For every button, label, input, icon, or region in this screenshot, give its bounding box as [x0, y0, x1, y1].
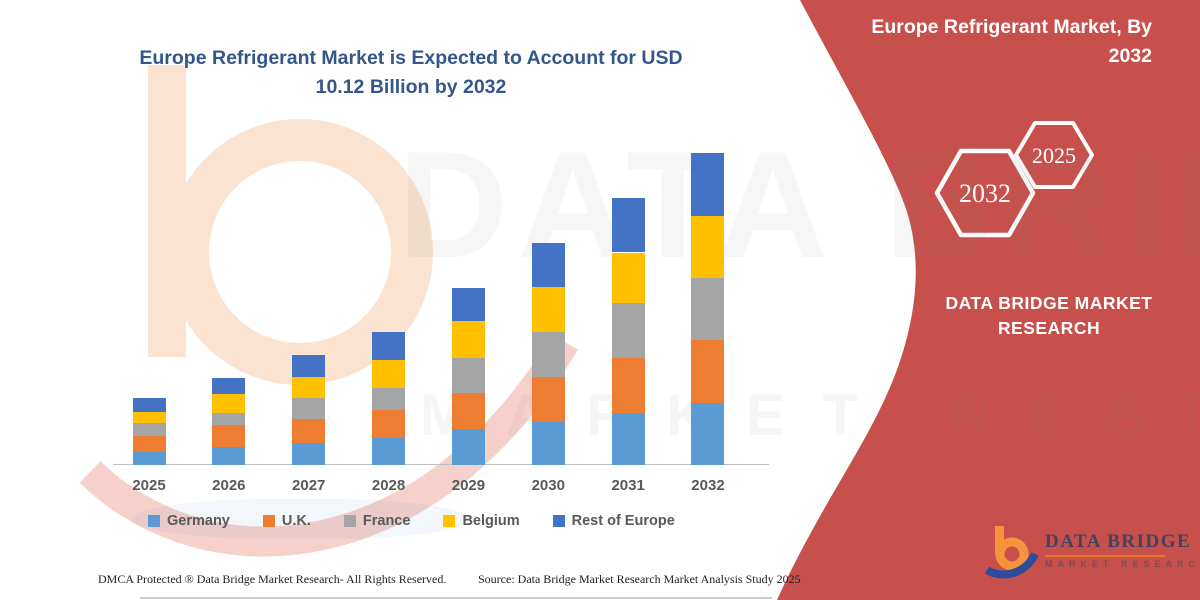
x-axis-label-2031: 2031: [611, 477, 645, 494]
bar-segment-rest-of-europe-2027: [292, 355, 326, 377]
bar-segment-uk-2026: [212, 425, 246, 447]
bar-segment-rest-of-europe-2030: [531, 243, 565, 288]
watermark-logo-swoosh: [79, 334, 578, 557]
bar-segment-germany-2027: [292, 443, 326, 465]
bar-segment-belgium-2031: [611, 252, 645, 303]
bar-segment-uk-2028: [372, 409, 406, 439]
bar-segment-uk-2030: [531, 376, 565, 422]
x-axis-label-2025: 2025: [132, 477, 166, 494]
bottom-divider: [140, 597, 772, 599]
legend-label-belgium: Belgium: [462, 513, 520, 529]
bar-segment-belgium-2027: [292, 376, 326, 399]
bar-segment-germany-2028: [372, 438, 406, 465]
x-axis-label-2029: 2029: [451, 477, 486, 494]
footer-source-text: Source: Data Bridge Market Research Mark…: [478, 572, 801, 586]
bar-segment-uk-2032: [691, 339, 725, 404]
bar-segment-germany-2031: [611, 413, 645, 465]
bar-segment-rest-of-europe-2028: [372, 331, 406, 360]
legend-item-france: France: [343, 513, 411, 529]
x-axis-label-2026: 2026: [212, 477, 246, 494]
bar-segment-belgium-2030: [531, 287, 565, 332]
x-axis-label-2032: 2032: [691, 477, 725, 494]
bar-segment-belgium-2028: [372, 359, 406, 389]
bar-segment-uk-2029: [451, 392, 485, 429]
bar-segment-belgium-2026: [212, 394, 246, 413]
logo-stem: [995, 526, 1004, 554]
watermark-band: [132, 499, 468, 539]
footer-dmca-text: DMCA Protected ® Data Bridge Market Rese…: [98, 572, 447, 586]
legend-label-germany: Germany: [167, 513, 230, 529]
side-panel-background: [777, 0, 1200, 600]
chart-title-line2: 10.12 Billion by 2032: [315, 76, 507, 98]
side-panel-title-line1: Europe Refrigerant Market, By: [871, 16, 1152, 38]
stacked-bar-chart: [113, 150, 769, 465]
bar-segment-belgium-2029: [451, 321, 485, 358]
side-panel-brand-line1: DATA BRIDGE MARKET: [945, 293, 1153, 313]
bar-segment-germany-2030: [531, 421, 565, 465]
bar-segment-france-2028: [372, 388, 406, 410]
bar-segment-belgium-2032: [691, 216, 725, 279]
hexagon-2032-icon: [934, 148, 1036, 238]
legend-item-rest-of-europe: Rest of Europe: [552, 513, 675, 529]
legend-swatch-uk: [262, 515, 275, 527]
bar-segment-uk-2031: [611, 358, 645, 414]
bar-segment-uk-2025: [132, 436, 166, 452]
bar-segment-france-2029: [451, 357, 485, 393]
legend-swatch-rest-of-europe: [552, 515, 565, 527]
bar-segment-france-2030: [531, 331, 565, 377]
databridge-logo-icon: [984, 526, 1039, 579]
x-axis-label-2028: 2028: [371, 477, 406, 494]
databridge-logo: DATA BRIDGE MARKET RESEARCH: [983, 523, 1200, 581]
legend-swatch-belgium: [443, 515, 456, 527]
bar-segment-rest-of-europe-2031: [611, 197, 645, 253]
bar-segment-rest-of-europe-2025: [132, 398, 166, 412]
legend-label-rest-of-europe: Rest of Europe: [571, 513, 675, 529]
logo-bowl: [995, 537, 1029, 571]
legend-item-belgium: Belgium: [443, 513, 520, 529]
bar-segment-france-2032: [691, 278, 725, 340]
bar-segment-rest-of-europe-2032: [691, 153, 725, 217]
x-axis-line: [113, 464, 769, 465]
legend-swatch-france: [343, 515, 356, 527]
bar-segment-germany-2029: [451, 428, 485, 465]
chart-legend: Germany U.K. France Belgium Rest of Europe: [148, 513, 675, 529]
databridge-logo-text: DATA BRIDGE MARKET RESEARCH: [1045, 523, 1200, 581]
x-axis-labels: 2025 2026 2027 2028 2029 2030 2031 2032: [115, 477, 763, 499]
bar-segment-rest-of-europe-2029: [451, 288, 485, 322]
bar-segment-germany-2026: [212, 446, 246, 465]
bar-segment-france-2031: [611, 303, 645, 359]
logo-tagline: MARKET RESEARCH: [1045, 559, 1200, 569]
logo-swoosh: [984, 552, 1039, 579]
legend-label-france: France: [362, 513, 411, 529]
side-panel-brand-line2: RESEARCH: [997, 318, 1101, 338]
hexagon-2025-icon: [1014, 121, 1094, 189]
bar-segment-rest-of-europe-2026: [212, 377, 246, 395]
chart-title-line1: Europe Refrigerant Market is Expected to…: [139, 47, 683, 69]
side-panel-brand: DATA BRIDGE MARKET RESEARCH: [933, 291, 1165, 341]
side-panel-title-line2: 2032: [1108, 45, 1152, 67]
legend-label-uk: U.K.: [281, 513, 311, 529]
logo-name: DATA BRIDGE: [1045, 531, 1192, 552]
hexagon-2032-label: 2032: [959, 179, 1011, 208]
bar-segment-france-2026: [212, 412, 246, 426]
hexagon-2025-label: 2025: [1032, 143, 1076, 168]
legend-item-germany: Germany: [148, 513, 230, 529]
chart-title: Europe Refrigerant Market is Expected to…: [128, 44, 694, 102]
logo-underline: [1045, 555, 1165, 557]
bar-segment-germany-2025: [132, 451, 166, 465]
legend-swatch-germany: [148, 515, 160, 527]
legend-item-uk: U.K.: [262, 513, 311, 529]
side-panel-title: Europe Refrigerant Market, By 2032: [852, 13, 1152, 71]
x-axis-label-2027: 2027: [292, 477, 326, 494]
x-axis-label-2030: 2030: [531, 477, 565, 494]
bar-segment-france-2027: [292, 398, 326, 419]
bar-segment-france-2025: [132, 423, 166, 437]
bar-segment-germany-2032: [691, 403, 725, 465]
bar-segment-belgium-2025: [132, 411, 166, 424]
bar-segment-uk-2027: [292, 418, 326, 444]
